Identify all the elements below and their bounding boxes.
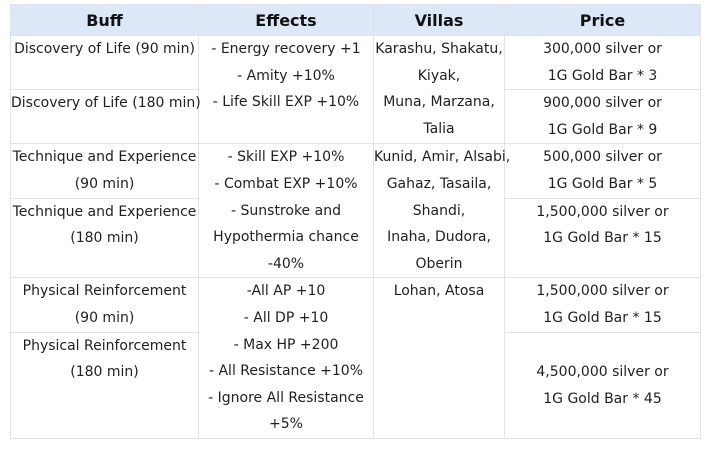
cell-line: Hypothermia chance [213,229,359,246]
cell-line: Inaha, Dudora, [387,229,491,246]
header-row: Buff Effects Villas Price [10,4,701,36]
cell-line: Technique and Experience [12,149,197,166]
table-row: Physical Reinforcement (90 min) -All AP +1… [10,277,701,439]
buff-cell: Technique and Experience (90 min) [10,143,199,199]
effects-cell: -All AP +10 - All DP +10 - Max HP +200 - Al… [198,277,374,439]
cell-line [505,333,700,360]
cell-line: 1,500,000 silver or [536,283,669,300]
cell-line: - All Resistance +10% [208,363,364,380]
buff-cell: Discovery of Life (90 min) [10,34,199,91]
cell-line: - Amity +10% [237,67,335,84]
cell-line: +5% [269,416,303,433]
cell-line: Lohan, Atosa [393,283,485,300]
cell-line: Discovery of Life (90 min) [14,41,195,57]
table-row: Discovery of Life (180 min) 900,000 silve… [10,89,701,145]
price-cell: 300,000 silver or 1G Gold Bar * 3 [504,34,701,91]
cell-line: Kunid, Amir, Alsabi, [374,149,511,166]
cell-line: Shandi, [412,202,466,219]
price-cell: 4,500,000 silver or 1G Gold Bar * 45 [504,331,701,439]
effects-cell: - Skill EXP +10% - Combat EXP +10% - Sunst… [198,143,374,279]
villas-cell: Karashu, Shakatu, Kiyak, Muna, Marzana, Tal… [373,34,505,145]
cell-line: 1G Gold Bar * 15 [543,230,662,247]
cell-line: Technique and Experience [12,203,197,220]
cell-line: -All AP +10 [246,283,326,300]
buff-table: Buff Effects Villas Price Discovery of L… [10,4,701,439]
cell-line: - Energy recovery +1 [211,41,361,57]
cell-line: Discovery of Life (180 min) [11,95,201,112]
cell-line: Physical Reinforcement [22,283,187,300]
villas-cell: Lohan, Atosa [373,277,505,439]
cell-line: 4,500,000 silver or [536,364,669,381]
cell-line: 1G Gold Bar * 9 [547,121,658,138]
cell-line: Muna, Marzana, [383,94,495,111]
cell-line: - Sunstroke and [231,202,341,219]
price-cell: 500,000 silver or 1G Gold Bar * 5 [504,143,701,199]
cell-line: - Max HP +200 [233,336,339,353]
header-buff: Buff [10,4,199,36]
cell-line: - Skill EXP +10% [227,149,345,166]
price-cell: 1,500,000 silver or 1G Gold Bar * 15 [504,197,701,279]
cell-line: 1G Gold Bar * 5 [547,175,658,192]
cell-line: Gahaz, Tasaila, [386,175,492,192]
cell-line: Oberin [415,255,463,272]
cell-line: 500,000 silver or [543,149,662,166]
cell-line: 1G Gold Bar * 15 [543,309,662,326]
price-cell: 900,000 silver or 1G Gold Bar * 9 [504,89,701,145]
cell-line: -40% [267,255,305,272]
cell-line: - Life Skill EXP +10% [212,94,360,111]
buff-cell: Technique and Experience (180 min) [10,197,199,279]
price-cell: 1,500,000 silver or 1G Gold Bar * 15 [504,277,701,333]
header-villas: Villas [373,4,505,36]
effects-cell: - Energy recovery +1 - Amity +10% - Life S… [198,34,374,145]
cell-line: - All DP +10 [243,309,329,326]
villas-cell: Kunid, Amir, Alsabi, Gahaz, Tasaila, Shand… [373,143,511,279]
buff-cell: Discovery of Life (180 min) [10,89,201,145]
buff-cell: Physical Reinforcement (90 min) [10,277,199,333]
table-row: Physical Reinforcement (180 min) 4,500,00… [10,331,701,439]
cell-line: 300,000 silver or [543,41,662,57]
table-row: Technique and Experience (180 min) 1,500,0… [10,197,701,279]
header-price: Price [504,4,701,36]
cell-line: 900,000 silver or [543,95,662,112]
cell-line: (180 min) [70,230,139,247]
cell-line: 1G Gold Bar * 45 [543,390,662,407]
header-effects: Effects [198,4,374,36]
cell-line: Talia [423,120,455,137]
cell-line: (90 min) [74,175,135,192]
cell-line: 1G Gold Bar * 3 [547,67,658,84]
table-row: Technique and Experience (90 min) - Skill … [10,143,701,279]
cell-line: Physical Reinforcement [22,337,187,354]
cell-line: - Combat EXP +10% [214,175,358,192]
table-row: Discovery of Life (90 min) - Energy recov… [10,34,701,145]
cell-line: Karashu, Shakatu, [375,41,503,57]
cell-line: - Ignore All Resistance [208,389,364,406]
cell-line: 1,500,000 silver or [536,203,669,220]
table-body: Discovery of Life (90 min) - Energy recov… [10,34,701,439]
cell-line: Kiyak, [417,67,461,84]
cell-line: (180 min) [70,364,139,381]
buff-cell: Physical Reinforcement (180 min) [10,331,199,439]
cell-line: (90 min) [74,309,135,326]
